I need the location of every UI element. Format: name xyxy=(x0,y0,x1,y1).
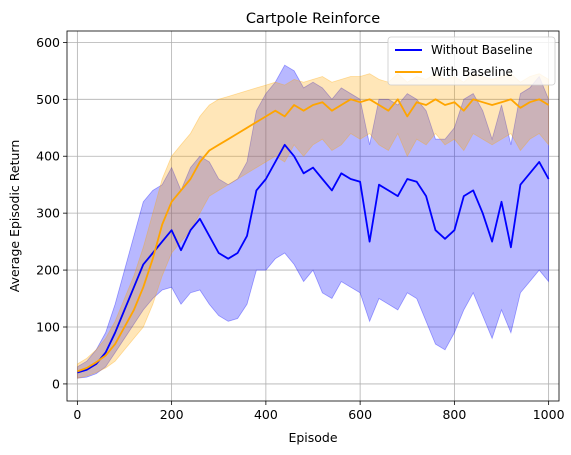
legend-label-without-baseline: Without Baseline xyxy=(431,43,533,57)
x-tick-label: 0 xyxy=(73,407,81,422)
legend-box xyxy=(387,36,556,86)
x-tick-label: 400 xyxy=(254,407,278,422)
band-without-baseline xyxy=(77,64,549,379)
plot-frame xyxy=(66,30,560,402)
y-tick-label: 600 xyxy=(36,35,60,50)
legend: Without Baseline With Baseline xyxy=(387,36,556,86)
series-line-with-baseline xyxy=(77,98,550,373)
chart-title: Cartpole Reinforce xyxy=(246,11,380,27)
x-axis-title: Episode xyxy=(288,430,337,445)
y-axis-title: Average Episodic Return xyxy=(7,140,22,293)
data-layer xyxy=(77,64,550,379)
x-tick-label: 600 xyxy=(348,407,372,422)
ticks: 0 200 400 600 800 1000 0 100 200 300 400 500 600 xyxy=(36,35,564,422)
x-tick-label: 200 xyxy=(160,407,184,422)
y-tick-label: 200 xyxy=(36,263,60,278)
x-tick-label: 800 xyxy=(442,407,466,422)
y-tick-label: 0 xyxy=(52,376,60,391)
plot-background xyxy=(67,31,559,401)
y-tick-label: 400 xyxy=(36,149,60,164)
band-with-baseline xyxy=(77,73,549,379)
x-tick-label: 1000 xyxy=(533,407,565,422)
y-tick-label: 300 xyxy=(36,206,60,221)
y-tick-label: 500 xyxy=(36,92,60,107)
y-tick-label: 100 xyxy=(36,320,60,335)
legend-label-with-baseline: With Baseline xyxy=(431,65,513,79)
